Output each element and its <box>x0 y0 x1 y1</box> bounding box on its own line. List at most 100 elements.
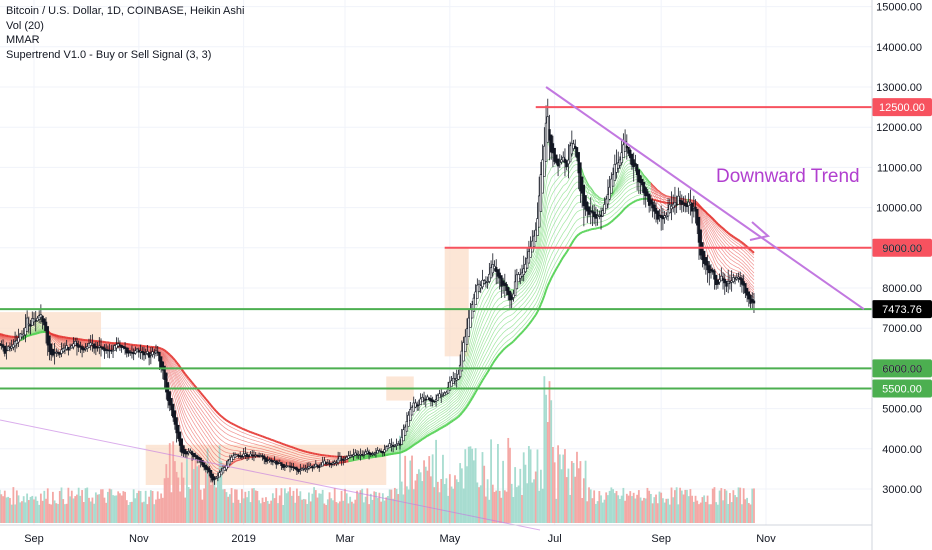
ma-segment <box>190 406 193 410</box>
ma-segment <box>263 436 267 439</box>
ma-segment <box>179 410 183 417</box>
ma-segment <box>439 419 442 422</box>
ma-segment <box>33 331 36 334</box>
volume-bar <box>204 472 207 523</box>
ma-segment <box>463 378 466 383</box>
ma-segment <box>224 447 227 449</box>
volume-bar <box>84 488 87 523</box>
volume-bar <box>332 500 334 523</box>
ma-segment <box>404 444 408 448</box>
ma-segment <box>56 339 59 342</box>
ma-segment <box>463 406 466 409</box>
ma-segment <box>459 379 463 385</box>
volume-bar <box>12 487 15 523</box>
ma-segment <box>196 417 200 421</box>
ma-segment <box>430 432 434 435</box>
ma-segment <box>449 409 452 412</box>
ma-segment <box>430 431 433 434</box>
ma-segment <box>171 369 174 374</box>
volume-bar <box>263 502 266 523</box>
ma-segment <box>49 332 52 335</box>
ma-segment <box>214 417 217 420</box>
ma-segment <box>54 339 57 342</box>
volume-bar <box>64 504 66 523</box>
ma-segment <box>221 424 224 427</box>
volume-bar <box>340 490 343 523</box>
volume-bar <box>636 494 639 523</box>
volume-bar <box>223 489 226 523</box>
ma-segment <box>293 452 296 454</box>
volume-bar <box>447 495 450 523</box>
volume-bar <box>576 451 578 523</box>
ma-segment <box>399 449 402 452</box>
ma-segment <box>193 439 196 443</box>
ma-segment <box>191 385 195 388</box>
ma-segment <box>444 411 447 413</box>
ma-segment <box>160 353 164 355</box>
ma-segment <box>296 463 299 465</box>
ma-segment <box>191 414 195 418</box>
ma-segment <box>38 327 42 329</box>
ma-segment <box>408 440 411 444</box>
ma-segment <box>453 398 456 401</box>
ma-segment <box>435 422 438 424</box>
ma-segment <box>461 405 464 409</box>
ma-segment <box>200 444 203 447</box>
ma-segment <box>446 417 449 420</box>
ma-segment <box>404 448 408 452</box>
ma-segment <box>432 414 435 417</box>
ma-segment <box>255 436 258 439</box>
ma-segment <box>233 432 236 434</box>
ma-segment <box>403 441 406 444</box>
ma-segment <box>174 373 177 378</box>
ma-segment <box>214 442 217 446</box>
ma-segment <box>451 385 454 388</box>
volume-bar <box>548 381 551 523</box>
ma-segment <box>435 424 438 427</box>
ma-segment <box>284 443 287 447</box>
volume-bar <box>641 500 644 523</box>
ma-segment <box>0 336 2 338</box>
ma-segment <box>183 389 186 394</box>
volume-bar <box>165 464 168 523</box>
ma-segment <box>451 392 454 395</box>
volume-bar <box>428 456 431 523</box>
ma-segment <box>471 353 475 360</box>
ma-segment <box>295 463 298 465</box>
volume-bar <box>302 498 305 523</box>
ma-segment <box>469 397 474 402</box>
ma-segment <box>166 357 169 361</box>
volume-bar <box>416 473 419 523</box>
ma-segment <box>434 415 437 418</box>
ma-segment <box>406 433 409 438</box>
volume-bar <box>572 462 575 523</box>
ma-segment <box>471 359 475 365</box>
ma-segment <box>172 375 176 381</box>
ma-segment <box>174 371 177 376</box>
ma-segment <box>420 421 423 424</box>
ma-segment <box>179 379 183 383</box>
ma-segment <box>264 443 267 445</box>
ma-segment <box>159 351 162 353</box>
ma-segment <box>403 449 406 453</box>
volume-bar <box>31 495 34 523</box>
ma-segment <box>466 400 470 404</box>
volume-bar <box>481 452 484 523</box>
volume-bar <box>608 490 611 523</box>
ma-segment <box>226 433 229 435</box>
ma-segment <box>202 435 205 439</box>
ma-segment <box>284 449 287 452</box>
volume-bar <box>125 500 128 523</box>
ma-segment <box>444 419 447 421</box>
volume-bar <box>17 495 20 523</box>
ma-segment <box>198 454 201 458</box>
ma-segment <box>418 413 421 417</box>
volume-bar <box>478 487 480 523</box>
ma-segment <box>225 419 229 423</box>
volume-bar <box>687 496 690 523</box>
ma-segment <box>160 350 164 353</box>
ma-segment <box>466 348 470 356</box>
ma-segment <box>228 434 231 436</box>
ma-segment <box>459 398 463 402</box>
